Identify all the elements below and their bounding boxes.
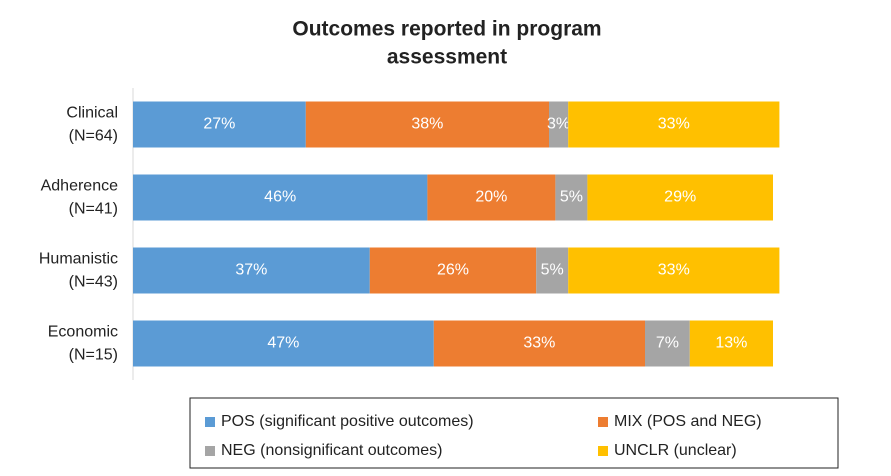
chart-title: Outcomes reported in program xyxy=(292,18,601,41)
bar-segment xyxy=(369,247,537,294)
data-label: 5% xyxy=(560,189,583,206)
bar-segment xyxy=(133,247,370,294)
bar-segment xyxy=(555,174,588,221)
bar-segment xyxy=(568,247,780,294)
legend-label: POS (significant positive outcomes) xyxy=(221,413,474,430)
bar-segment xyxy=(645,320,690,367)
data-label: 27% xyxy=(203,116,235,133)
bar-segment xyxy=(133,101,306,148)
data-label: 13% xyxy=(715,335,747,352)
chart-title: assessment xyxy=(387,46,507,69)
y-tick-label: (N=64) xyxy=(69,128,118,145)
y-tick-label: (N=43) xyxy=(69,274,118,291)
legend-swatch xyxy=(598,417,608,427)
data-label: 33% xyxy=(523,335,555,352)
legend-box xyxy=(189,397,839,469)
legend-label: NEG (nonsignificant outcomes) xyxy=(221,442,442,459)
data-label: 5% xyxy=(541,262,564,279)
bar-segment xyxy=(549,101,569,148)
data-label: 33% xyxy=(658,262,690,279)
legend-swatch xyxy=(598,446,608,456)
data-label: 7% xyxy=(656,335,679,352)
legend-swatch xyxy=(205,417,215,427)
data-label: 26% xyxy=(437,262,469,279)
bar-segment xyxy=(133,320,434,367)
data-label: 3% xyxy=(547,116,570,133)
y-tick-label: (N=41) xyxy=(69,201,118,218)
bar-segment xyxy=(536,247,569,294)
data-label: 29% xyxy=(664,189,696,206)
bar-segment xyxy=(427,174,556,221)
y-tick-label: Clinical xyxy=(66,105,118,122)
bar-segment xyxy=(133,174,428,221)
bar-segment xyxy=(305,101,549,148)
y-tick-label: Economic xyxy=(48,324,118,341)
bar-segment xyxy=(568,101,780,148)
bar-segment xyxy=(433,320,645,367)
bar-segment xyxy=(587,174,773,221)
y-tick-label: (N=15) xyxy=(69,347,118,364)
legend-swatch xyxy=(205,446,215,456)
data-label: 46% xyxy=(264,189,296,206)
bar-segment xyxy=(689,320,773,367)
y-tick-label: Adherence xyxy=(41,178,118,195)
data-label: 37% xyxy=(235,262,267,279)
data-label: 47% xyxy=(267,335,299,352)
legend-label: UNCLR (unclear) xyxy=(614,442,737,459)
data-label: 33% xyxy=(658,116,690,133)
data-label: 38% xyxy=(411,116,443,133)
legend-label: MIX (POS and NEG) xyxy=(614,413,762,430)
y-tick-label: Humanistic xyxy=(39,251,118,268)
data-label: 20% xyxy=(475,189,507,206)
